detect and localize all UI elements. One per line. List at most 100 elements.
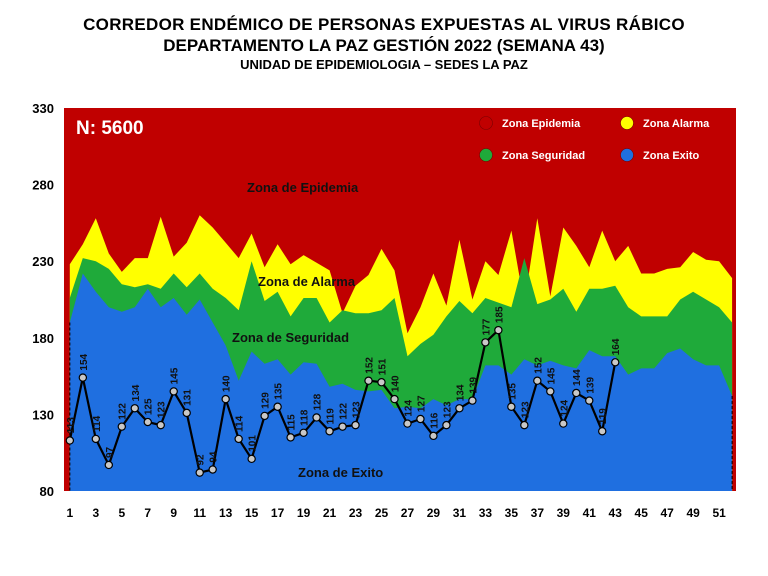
- chart-subtitle-2: UNIDAD DE EPIDEMIOLOGIA – SEDES LA PAZ: [240, 57, 528, 72]
- x-tick-label: 1: [66, 506, 73, 520]
- x-tick-label: 13: [219, 506, 233, 520]
- x-tick-label: 17: [271, 506, 285, 520]
- case-point: [351, 420, 360, 430]
- x-tick-label: 49: [686, 506, 700, 520]
- case-data-label: 145: [546, 367, 557, 384]
- case-point: [403, 419, 412, 428]
- x-tick-label: 9: [170, 506, 177, 520]
- case-point: [169, 387, 178, 396]
- legend-label: Zona Alarma: [643, 118, 710, 130]
- x-tick-label: 41: [583, 506, 597, 520]
- legend-marker: [620, 148, 634, 162]
- case-data-label: 123: [157, 401, 168, 418]
- n-total-label: N: 5600: [76, 118, 144, 139]
- case-data-label: 127: [416, 395, 427, 412]
- x-tick-label: 43: [609, 506, 623, 520]
- y-tick-label: 230: [32, 254, 54, 269]
- x-tick-label: 7: [144, 506, 151, 520]
- legend-marker: [620, 116, 634, 130]
- case-data-label: 135: [274, 383, 285, 400]
- case-point: [468, 396, 477, 405]
- legend-label: Zona Exito: [643, 150, 700, 162]
- case-point: [377, 378, 386, 387]
- legend-marker: [479, 148, 493, 162]
- case-data-label: 134: [131, 384, 142, 401]
- zone-label-epidemia: Zona de Epidemia: [247, 180, 359, 195]
- case-data-label: 94: [209, 451, 220, 463]
- case-point: [143, 417, 152, 427]
- case-point: [364, 376, 373, 385]
- case-point: [325, 427, 334, 436]
- x-tick-label: 31: [453, 506, 467, 520]
- case-point: [273, 402, 282, 411]
- case-data-label: 145: [170, 367, 181, 384]
- case-point: [455, 404, 464, 413]
- case-data-label: 123: [352, 401, 363, 418]
- y-tick-label: 130: [32, 407, 54, 422]
- case-data-label: 123: [442, 401, 453, 418]
- case-data-label: 118: [300, 409, 311, 426]
- y-axis: 80 130 180 230 280 330: [32, 101, 54, 499]
- case-point: [507, 402, 516, 411]
- case-point: [234, 434, 243, 444]
- case-data-label: 119: [598, 408, 609, 425]
- case-data-label: 177: [481, 318, 492, 335]
- case-data-label: 152: [533, 357, 544, 374]
- x-tick-label: 37: [531, 506, 545, 520]
- chart-title: CORREDOR ENDÉMICO DE PERSONAS EXPUESTAS …: [83, 15, 685, 34]
- case-point: [117, 422, 126, 431]
- legend-marker: [479, 116, 493, 130]
- case-point: [91, 434, 101, 444]
- x-tick-label: 3: [92, 506, 99, 520]
- case-point: [182, 408, 191, 418]
- case-point: [533, 376, 542, 385]
- y-tick-label: 180: [32, 331, 54, 346]
- x-tick-label: 51: [712, 506, 726, 520]
- case-point: [442, 420, 451, 430]
- zone-labels: Zona de Epidemia Zona de Alarma Zona de …: [232, 180, 383, 480]
- case-data-label: 131: [183, 389, 194, 406]
- x-tick-label: 39: [557, 506, 571, 520]
- case-point: [481, 338, 490, 347]
- case-point: [390, 394, 399, 404]
- x-tick-label: 35: [505, 506, 519, 520]
- case-point: [247, 454, 256, 464]
- case-data-label: 154: [79, 353, 90, 370]
- case-data-label: 122: [118, 403, 129, 420]
- case-point: [260, 411, 269, 421]
- case-data-label: 135: [507, 383, 518, 400]
- case-point: [208, 465, 217, 474]
- x-tick-label: 23: [349, 506, 363, 520]
- case-point: [299, 428, 308, 437]
- case-point: [78, 373, 88, 382]
- case-point: [195, 468, 204, 477]
- case-data-label: 140: [390, 375, 401, 392]
- case-data-label: 128: [313, 393, 324, 410]
- x-tick-label: 21: [323, 506, 337, 520]
- x-tick-label: 45: [635, 506, 649, 520]
- case-data-label: 185: [494, 306, 505, 323]
- case-point: [572, 388, 581, 398]
- case-data-label: 119: [326, 408, 337, 425]
- legend: Zona Epidemia Zona Alarma Zona Seguridad Zo…: [479, 116, 710, 162]
- zone-areas: [64, 108, 736, 491]
- case-point: [546, 387, 555, 396]
- x-tick-label: 11: [193, 506, 206, 520]
- case-data-label: 152: [364, 357, 375, 374]
- y-tick-label: 280: [32, 178, 54, 193]
- case-point: [559, 419, 568, 428]
- case-data-label: 122: [338, 403, 349, 420]
- x-tick-label: 33: [479, 506, 493, 520]
- case-data-label: 116: [429, 412, 440, 429]
- case-data-label: 129: [261, 392, 272, 409]
- case-data-label: 139: [585, 377, 596, 394]
- case-point: [65, 436, 75, 445]
- x-tick-label: 19: [297, 506, 311, 520]
- case-data-label: 113: [66, 417, 77, 434]
- case-point: [130, 404, 139, 413]
- chart-subtitle: DEPARTAMENTO LA PAZ GESTIÓN 2022 (SEMANA…: [163, 36, 605, 55]
- x-tick-label: 15: [245, 506, 259, 520]
- zone-label-exito: Zona de Exito: [298, 465, 383, 480]
